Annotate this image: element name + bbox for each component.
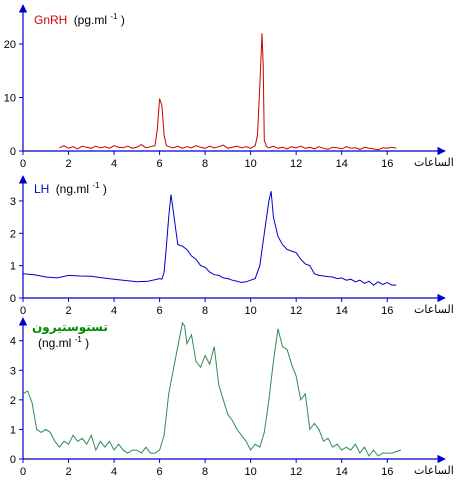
lh-title-name: LH (34, 182, 49, 196)
lh-y-tick-label: 2 (10, 228, 16, 240)
testosterone-title-units: (ng.ml -1 ) (38, 331, 89, 350)
testosterone-x-tick-label: 12 (290, 466, 302, 478)
gnrh-y-tick-label: 0 (10, 146, 16, 158)
testosterone-y-tick-label: 3 (10, 365, 16, 377)
gnrh-x-tick-label: 16 (381, 158, 393, 170)
lh-y-tick-label: 1 (10, 261, 16, 273)
testosterone-x-ticks: 0 2 4 6 8 10 12 14 16 (20, 459, 393, 478)
gnrh-x-tick-label: 4 (111, 158, 117, 170)
lh-y-ticks: 0 1 2 3 (10, 196, 23, 305)
lh-x-tick-label: 2 (65, 305, 71, 317)
gnrh-x-axis-label: الساعات (414, 157, 454, 169)
lh-series-line (22, 191, 397, 286)
testosterone-y-tick-label: 1 (10, 424, 16, 436)
gnrh-x-ticks: 0 2 4 6 8 10 12 14 16 (20, 151, 393, 170)
lh-title-close: ) (103, 182, 107, 196)
testosterone-title-unit: (ng.ml (38, 336, 71, 350)
testosterone-title-close: ) (85, 336, 89, 350)
gnrh-x-tick-label: 8 (202, 158, 208, 170)
lh-x-tick-label: 4 (111, 305, 117, 317)
lh-title-unit: (ng.ml (56, 182, 89, 196)
gnrh-x-tick-label: 0 (20, 158, 26, 170)
testosterone-y-tick-label: 0 (10, 454, 16, 466)
gnrh-title-sup: -1 (110, 12, 118, 21)
gnrh-y-tick-label: 20 (4, 39, 16, 51)
gnrh-chart: GnRH (pg.ml -1 ) 0 2 4 6 8 10 12 14 16 0 10 20 الس… (4, 4, 454, 170)
lh-y-tick-label: 0 (10, 293, 16, 305)
testosterone-x-tick-label: 4 (111, 466, 117, 478)
lh-x-ticks: 0 2 4 6 8 10 12 14 16 (20, 298, 393, 317)
testosterone-x-tick-label: 14 (336, 466, 348, 478)
gnrh-y-ticks: 0 10 20 (4, 39, 23, 158)
testosterone-chart: تستوستيرون (ng.ml -1 ) 0 2 4 6 8 10 12 14 16 012… (10, 317, 454, 478)
testosterone-series-line (22, 321, 402, 457)
testosterone-x-tick-label: 0 (20, 466, 26, 478)
lh-x-tick-label: 0 (20, 305, 26, 317)
gnrh-title: GnRH (pg.ml -1 ) (34, 8, 125, 27)
lh-x-tick-label: 10 (245, 305, 257, 317)
testosterone-y-tick-label: 2 (10, 395, 16, 407)
gnrh-x-tick-label: 12 (290, 158, 302, 170)
gnrh-y-tick-label: 10 (4, 93, 16, 105)
gnrh-x-tick-label: 6 (157, 158, 163, 170)
gnrh-x-tick-label: 10 (245, 158, 257, 170)
testosterone-x-tick-label: 16 (381, 466, 393, 478)
testosterone-x-tick-label: 8 (202, 466, 208, 478)
lh-y-tick-label: 3 (10, 196, 16, 208)
testosterone-title-name: تستوستيرون (32, 320, 108, 335)
testosterone-x-axis-label: الساعات (414, 465, 454, 477)
lh-x-tick-label: 16 (381, 305, 393, 317)
gnrh-series-line (59, 33, 397, 151)
lh-x-axis-label: الساعات (414, 304, 454, 316)
gnrh-title-close: ) (121, 13, 125, 27)
lh-title-sup: -1 (92, 181, 100, 190)
lh-x-tick-label: 6 (157, 305, 163, 317)
testosterone-x-tick-label: 2 (65, 466, 71, 478)
gnrh-title-name: GnRH (34, 13, 67, 27)
gnrh-title-unit: (pg.ml (74, 13, 107, 27)
gnrh-x-tick-label: 14 (336, 158, 348, 170)
testosterone-y-ticks: 0 1 2 3 4 (10, 336, 23, 466)
testosterone-x-tick-label: 6 (157, 466, 163, 478)
testosterone-title-sup: -1 (75, 335, 83, 344)
gnrh-x-tick-label: 2 (65, 158, 71, 170)
testosterone-y-tick-label: 4 (10, 336, 16, 348)
lh-x-tick-label: 8 (202, 305, 208, 317)
lh-x-tick-label: 14 (336, 305, 348, 317)
lh-title: LH (ng.ml -1 ) (34, 177, 107, 196)
testosterone-x-tick-label: 10 (245, 466, 257, 478)
lh-x-tick-label: 12 (290, 305, 302, 317)
